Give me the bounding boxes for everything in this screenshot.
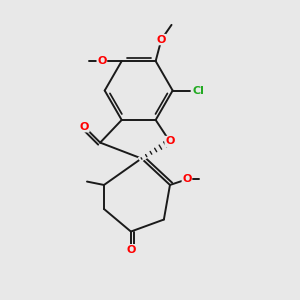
- Text: O: O: [165, 136, 175, 146]
- Text: O: O: [182, 174, 192, 184]
- Text: O: O: [126, 245, 136, 255]
- Text: O: O: [80, 122, 89, 132]
- Text: Cl: Cl: [192, 85, 204, 95]
- Text: methyl: methyl: [175, 24, 180, 25]
- Text: methoxy_stub: methoxy_stub: [179, 24, 189, 26]
- Text: O: O: [97, 56, 106, 66]
- Text: O: O: [157, 34, 166, 45]
